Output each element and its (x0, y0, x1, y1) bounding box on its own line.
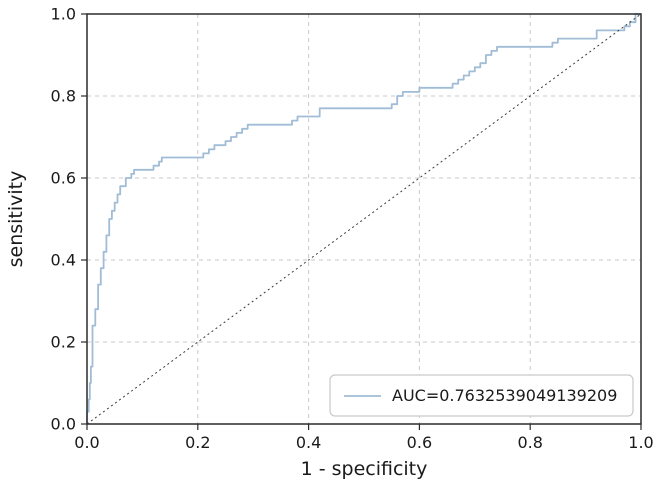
y-tick-label: 0.0 (51, 415, 76, 434)
tick-marks (81, 13, 642, 430)
x-tick-label: 0.6 (407, 433, 432, 452)
x-axis-label: 1 - specificity (301, 458, 428, 480)
axes-spines (86, 13, 642, 425)
legend-box (329, 374, 634, 417)
chance-diagonal-line (86, 13, 642, 425)
x-tick-label: 0.0 (74, 433, 99, 452)
y-tick-label: 0.6 (51, 169, 76, 188)
roc-curve-line (86, 13, 641, 424)
x-tick-label: 0.2 (185, 433, 210, 452)
y-tick-label: 1.0 (51, 5, 76, 24)
series-layer (86, 13, 642, 425)
x-tick-label: 0.4 (296, 433, 321, 452)
y-tick-label: 0.4 (51, 251, 76, 270)
y-axis-label: sensitivity (5, 171, 27, 268)
legend-label: AUC=0.7632539049139209 (392, 386, 617, 405)
y-tick-label: 0.8 (51, 87, 76, 106)
x-tick-label: 0.8 (517, 433, 542, 452)
x-tick-label: 1.0 (628, 433, 653, 452)
legend: AUC=0.7632539049139209 (329, 374, 634, 417)
tick-labels: 0.0 0.2 0.4 0.6 0.8 1.0 0.0 0.2 0.4 0.6 0.8 1.0 (51, 5, 654, 453)
y-tick-label: 0.2 (51, 333, 76, 352)
